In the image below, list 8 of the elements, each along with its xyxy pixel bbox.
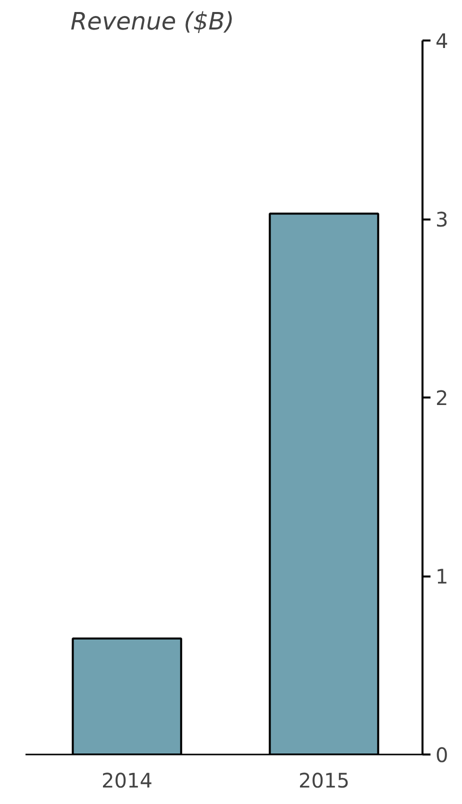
- chart-title: Revenue ($B): [70, 8, 234, 36]
- y-tick-label: 3: [436, 208, 448, 232]
- y-tick-label: 1: [436, 564, 448, 588]
- y-tick-label: 4: [436, 29, 448, 53]
- x-tick-label: 2014: [102, 768, 152, 792]
- x-tick-label: 2015: [298, 768, 350, 792]
- y-tick-label: 0: [436, 743, 448, 767]
- y-tick-label: 2: [436, 386, 448, 410]
